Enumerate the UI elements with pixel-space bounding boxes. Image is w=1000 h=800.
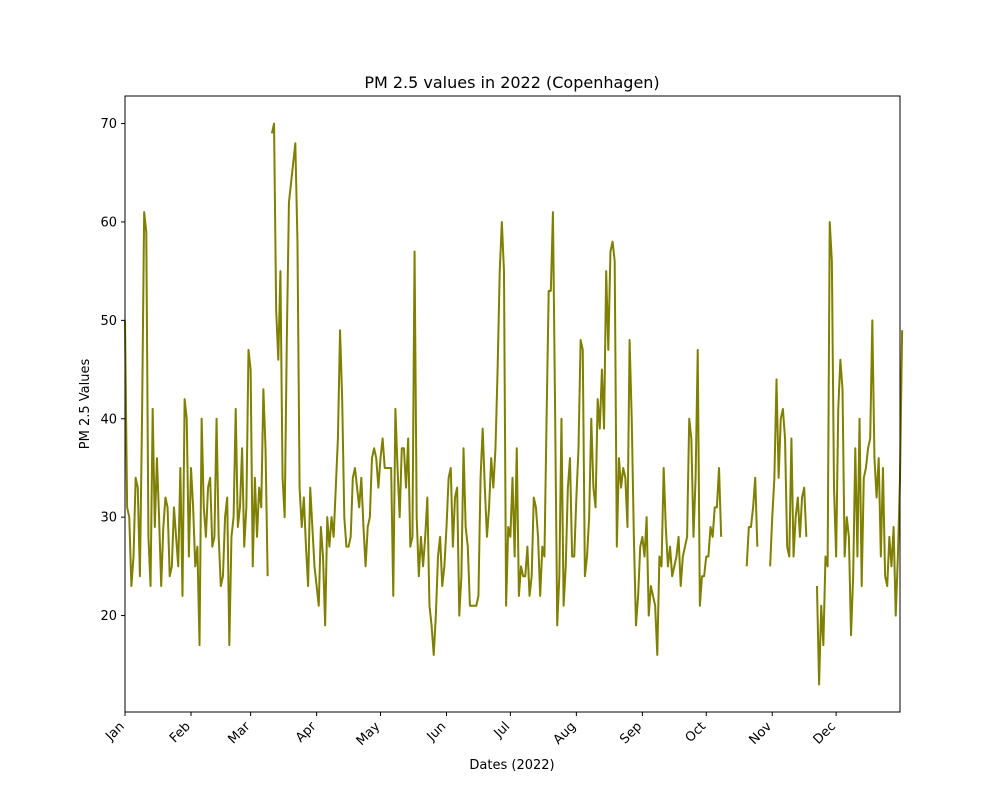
plot-frame: [124, 95, 901, 713]
x-tick-label: Dec: [811, 719, 839, 747]
series-line-segment-4: [769, 378, 808, 567]
y-axis-title: PM 2.5 Values: [78, 359, 93, 450]
series-layer: [124, 122, 904, 686]
x-tick-label: Mar: [225, 719, 253, 747]
x-tick-label: Oct: [683, 719, 710, 746]
y-tick-label: 50: [100, 314, 117, 329]
series-line-segment-3: [745, 476, 759, 567]
y-tick-label: 30: [100, 511, 117, 526]
x-tick-label: Jan: [102, 719, 127, 744]
x-tick-label: Nov: [747, 719, 776, 748]
series-line-segment-2: [270, 122, 723, 656]
x-tick-label: Aug: [551, 719, 580, 748]
x-tick-label: Jun: [424, 719, 450, 745]
x-tick-label: Feb: [167, 719, 194, 746]
x-axis-title: Dates (2022): [469, 758, 554, 773]
x-tick-label: Sep: [617, 719, 645, 747]
series-line-segment-5: [815, 220, 904, 686]
chart-title: PM 2.5 values in 2022 (Copenhagen): [364, 73, 659, 92]
ticks-layer: 20 30 40 50 60 70 Jan Feb Mar Apr May Jun Jul Aug Sep O…: [100, 117, 839, 749]
y-tick-label: 60: [100, 215, 117, 230]
x-tick-label: Jul: [491, 719, 513, 741]
y-tick-label: 70: [100, 117, 117, 132]
x-tick-label: May: [354, 719, 384, 749]
series-line-segment-1: [124, 211, 269, 647]
x-tick-label: Apr: [293, 719, 320, 746]
y-tick-label: 20: [100, 609, 117, 624]
y-tick-label: 40: [100, 412, 117, 427]
